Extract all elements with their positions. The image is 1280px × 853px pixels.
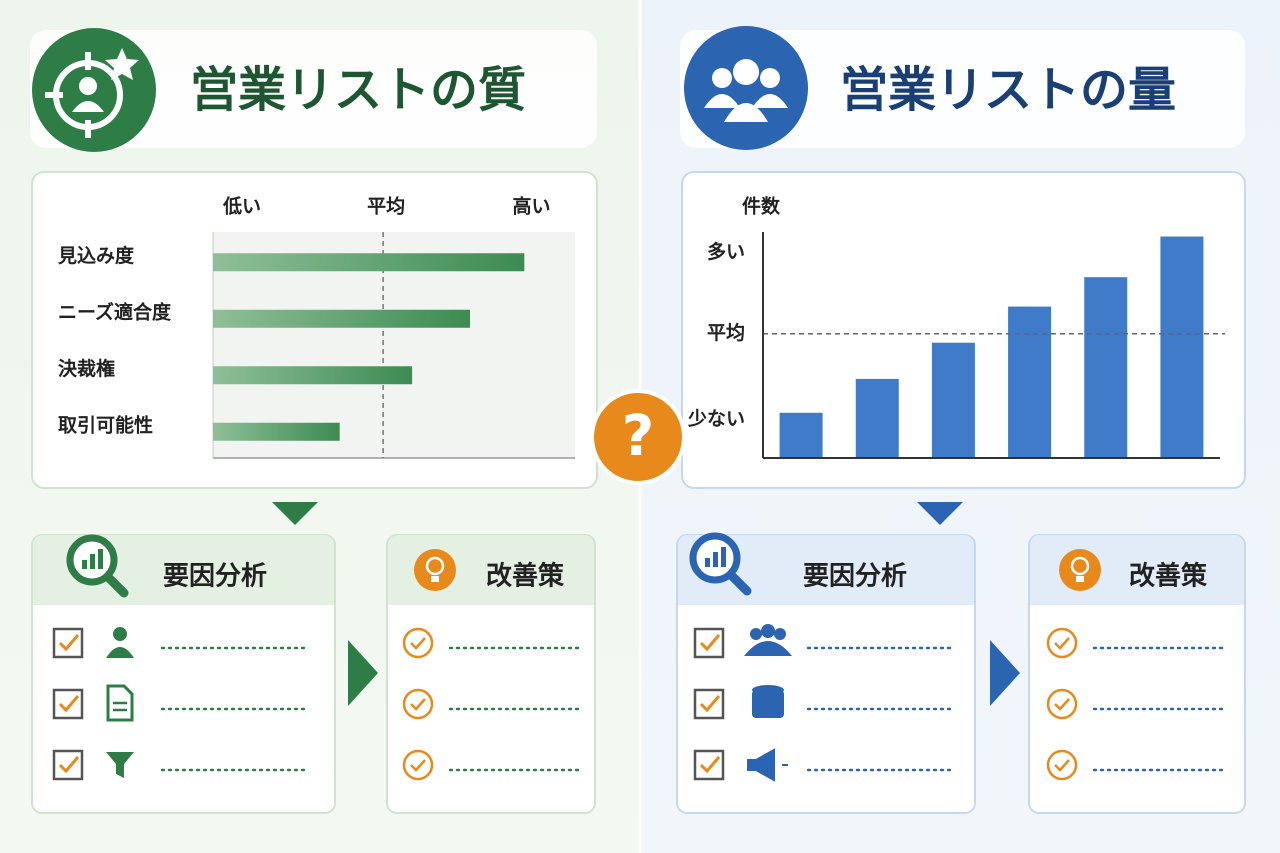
analysis-icon: [689, 532, 752, 596]
y-axis-label: 件数: [742, 195, 781, 218]
down-arrow: [272, 502, 318, 525]
bar: [931, 342, 975, 458]
category-label: 取引可能性: [58, 413, 153, 436]
idea-icon: [1059, 549, 1101, 591]
panel-title: 営業リストの量: [840, 62, 1176, 118]
bar: [1084, 277, 1128, 458]
analysis-rows: [52, 627, 307, 781]
card-title: 要因分析: [163, 562, 267, 592]
bar: [213, 309, 471, 328]
card-header: [678, 535, 974, 605]
title-box: [680, 30, 1245, 148]
reference-label: 平均: [367, 195, 405, 218]
right-arrow: [348, 640, 378, 706]
analysis-rows: [693, 624, 957, 782]
question-mark: ?: [622, 404, 654, 469]
category-label: 決裁権: [58, 357, 115, 380]
category-label: ニーズ適合度: [58, 300, 172, 323]
idea-icon: [414, 549, 456, 591]
bar: [779, 412, 823, 458]
category-label: 見込み度: [58, 244, 135, 267]
measures-rows: [402, 627, 580, 781]
bar: [213, 253, 525, 272]
bar: [855, 378, 899, 458]
bar: [213, 422, 340, 441]
card-title: 改善策: [486, 561, 564, 592]
y-tick-label: 多い: [707, 240, 745, 263]
right-arrow: [990, 640, 1020, 706]
bar: [1160, 236, 1204, 458]
question-badge: [590, 389, 686, 485]
measures-rows: [1046, 627, 1227, 781]
quality-icon: [32, 28, 156, 152]
card-title: 要因分析: [803, 562, 907, 592]
down-arrow: [917, 502, 963, 525]
card-title: 改善策: [1129, 561, 1207, 592]
y-tick-label: 少ない: [687, 408, 745, 430]
panel-title: 営業リストの質: [190, 62, 526, 118]
bar: [1008, 306, 1052, 458]
x-tick-label: 低い: [222, 195, 261, 218]
title-box: [30, 30, 597, 148]
reference-label: 平均: [707, 321, 745, 344]
x-tick-label: 高い: [513, 195, 551, 218]
quantity-icon: [684, 26, 808, 150]
bar: [213, 366, 413, 385]
analysis-icon: [66, 534, 129, 598]
